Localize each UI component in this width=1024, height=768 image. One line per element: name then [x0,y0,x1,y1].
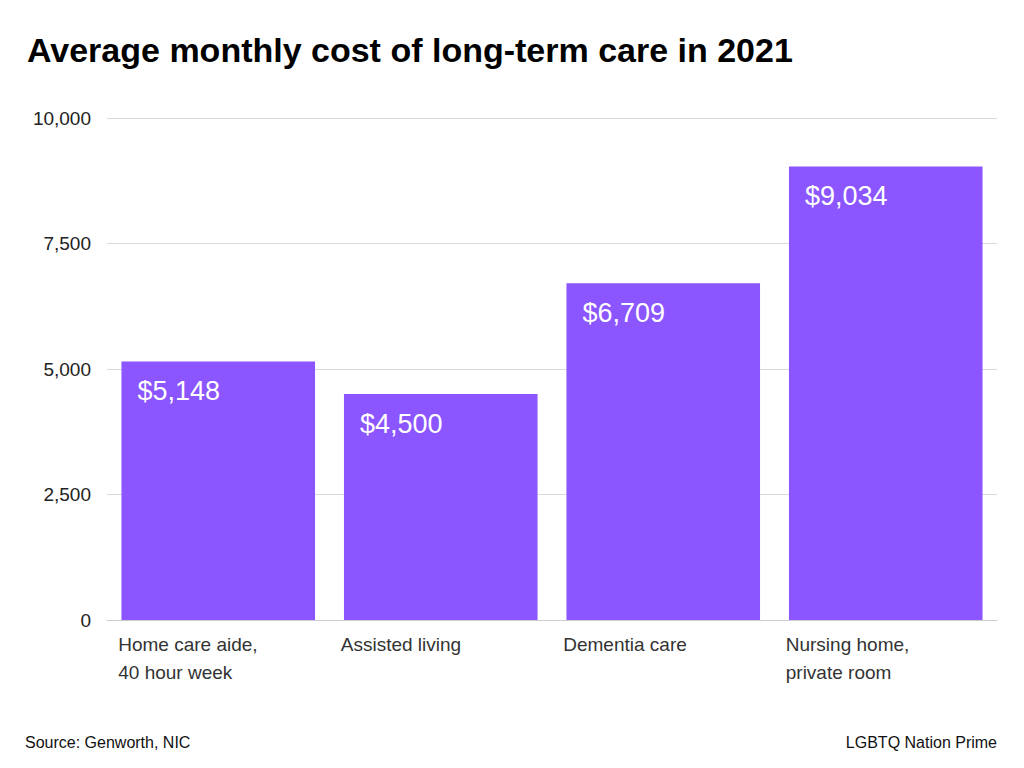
svg-text:$6,709: $6,709 [582,298,665,328]
svg-text:5,000: 5,000 [43,359,91,380]
svg-text:40 hour week: 40 hour week [118,662,233,683]
svg-text:0: 0 [80,610,91,631]
svg-text:Home care aide,: Home care aide, [118,634,257,655]
svg-text:Average monthly cost of long-t: Average monthly cost of long-term care i… [27,31,793,69]
svg-text:2,500: 2,500 [43,484,91,505]
svg-text:private room: private room [786,662,892,683]
svg-text:$5,148: $5,148 [137,376,220,406]
svg-text:10,000: 10,000 [33,108,91,129]
svg-text:LGBTQ Nation Prime: LGBTQ Nation Prime [846,734,997,751]
svg-text:Dementia care: Dementia care [563,634,687,655]
svg-text:Nursing home,: Nursing home, [786,634,910,655]
svg-text:Source: Genworth, NIC: Source: Genworth, NIC [25,734,190,751]
svg-text:Assisted living: Assisted living [341,634,461,655]
svg-text:7,500: 7,500 [43,233,91,254]
svg-text:$4,500: $4,500 [360,409,443,439]
svg-text:$9,034: $9,034 [805,181,888,211]
